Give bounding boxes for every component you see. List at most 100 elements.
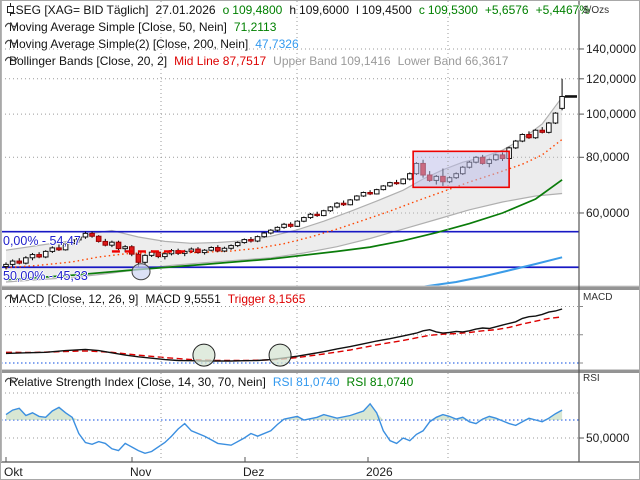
bollinger-legend: Bollinger Bands [Close, 20, 2] Mid Line … [5, 54, 515, 68]
candle-body [373, 189, 380, 195]
high-label: h [289, 3, 297, 17]
candle-body [254, 236, 261, 242]
price-tick-label: 80,0000 [586, 150, 630, 165]
macd-value: MACD 9,5551 [145, 292, 221, 306]
candle-body [512, 140, 519, 149]
candle-body [201, 249, 208, 254]
instrument-legend: LSEG [XAG= BID Täglich] 27.01.2026 o 109… [5, 3, 597, 17]
consolidation-box[interactable] [412, 150, 510, 189]
ma200-label: Moving Average Simple(2) [Close, 200, Ne… [9, 37, 249, 51]
candle-body [281, 223, 287, 228]
candle-body [552, 112, 559, 124]
candle-body [241, 239, 248, 244]
candle-body [56, 247, 62, 251]
candle-body [76, 236, 82, 241]
candle-body [148, 251, 155, 256]
candle-body [95, 235, 102, 242]
rsi-label: Relative Strength Index [Close, 14, 30, … [9, 375, 266, 389]
candle-body [261, 232, 267, 238]
candle-body [109, 241, 115, 246]
ma50-label: Moving Average Simple [Close, 50, Nein] [9, 20, 227, 34]
candle-body [400, 178, 406, 185]
price-tick-label: 100,0000 [586, 107, 637, 122]
ma50-value: 71,2113 [233, 20, 277, 34]
candle-body [301, 217, 307, 222]
candle-body [82, 232, 89, 238]
candle-body [268, 229, 274, 234]
instrument-name: LSEG [XAG= BID Täglich] [9, 3, 149, 17]
candle-body [354, 195, 360, 201]
candle-body [526, 133, 532, 139]
rsi-panel[interactable] [1, 392, 579, 455]
macd-legend: MACD [Close, 12, 26, 9] MACD 9,5551 Trig… [5, 292, 312, 306]
fibonacci-label: 50,00% - 45,33 [3, 269, 88, 284]
low-label: l [356, 3, 359, 17]
candle-body [215, 246, 221, 252]
candle-body [546, 122, 552, 133]
bollinger-upper-value: Upper Band 109,1416 [273, 54, 391, 68]
candle-body [89, 232, 95, 237]
close-label: c [418, 3, 425, 17]
change-value: +5,6576 [484, 3, 529, 17]
rsi-value-2: RSI 81,0740 [346, 375, 414, 389]
rsi-overbought-fill [6, 403, 563, 420]
rsi-legend: Relative Strength Index [Close, 14, 30, … [5, 375, 420, 389]
ma200-line [420, 256, 563, 286]
candle-body [62, 243, 69, 251]
candle-body [274, 226, 281, 231]
candle-body [234, 242, 241, 247]
ellipse-annotation[interactable] [192, 343, 216, 367]
main-panel[interactable] [1, 48, 579, 288]
ma200-legend: Moving Average Simple(2) [Close, 200, Ne… [5, 37, 306, 51]
candle-body [122, 246, 128, 250]
rsi-value-1: RSI 81,0740 [272, 375, 340, 389]
candle-body [539, 129, 546, 133]
change-percent: +5,4467% [535, 3, 590, 17]
candle-body [314, 213, 320, 217]
candle-body [208, 246, 215, 251]
candle-body [307, 213, 314, 219]
panel-divider[interactable] [1, 285, 640, 291]
time-tick-label: Dez [243, 465, 265, 479]
macd-label: MACD [Close, 12, 26, 9] [9, 292, 139, 306]
bollinger-mid-line [5, 138, 563, 269]
rsi-tick-label: 50,0000 [586, 431, 630, 445]
candle-body [360, 191, 367, 197]
price-tick-label: 140,0000 [586, 41, 637, 56]
price-axis-unit: $/Ozs [583, 5, 610, 16]
candle-body [248, 239, 254, 242]
macd-trigger-line [5, 316, 563, 362]
candle-body [393, 182, 400, 185]
panel-divider[interactable] [1, 369, 640, 373]
candle-body [228, 245, 234, 249]
candle-body [287, 223, 294, 227]
candle-body [340, 202, 347, 206]
bollinger-lower-value: Lower Band 66,3617 [397, 54, 509, 68]
candle-body [102, 240, 109, 246]
ellipse-annotation[interactable] [131, 263, 151, 281]
bollinger-mid-value: Mid Line 87,7517 [174, 54, 267, 68]
candle-body [380, 185, 387, 191]
open-label: o [222, 3, 230, 17]
candle-body [195, 248, 201, 254]
macd-panel[interactable] [1, 306, 579, 367]
macd-trigger-value: Trigger 8,1565 [227, 292, 306, 306]
high-value: 109,6000 [299, 3, 350, 17]
candle-body [221, 247, 228, 252]
ellipse-annotation[interactable] [268, 343, 292, 367]
candle-body [519, 133, 526, 142]
macd-axis-label: MACD [583, 292, 613, 303]
candle-body [29, 254, 36, 259]
candle-body [142, 254, 148, 263]
low-value: 109,4500 [361, 3, 412, 17]
candle-body [42, 250, 49, 258]
time-tick-label: Nov [130, 465, 152, 479]
fibonacci-label: 0,00% - 54,47 [3, 233, 81, 248]
candle-body [36, 254, 42, 258]
candle-body [115, 241, 122, 250]
candle-body [49, 247, 56, 252]
price-tick-label: 120,0000 [586, 71, 637, 86]
ma200-value: 47,7326 [255, 37, 299, 51]
